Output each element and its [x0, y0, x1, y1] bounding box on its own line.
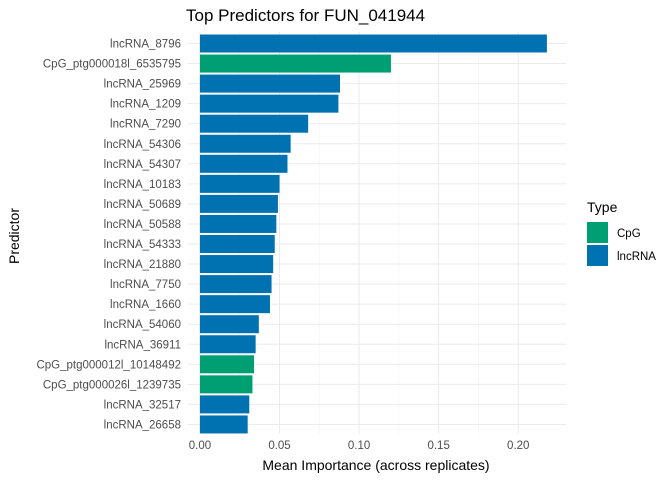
bar: [199, 94, 339, 113]
y-tick-label: lncRNA_21880: [104, 259, 181, 271]
bar: [199, 355, 255, 374]
x-tick-label: 0.00: [189, 440, 211, 452]
legend-label: lncRNA: [617, 251, 656, 263]
y-tick-label: lncRNA_7750: [110, 279, 181, 291]
y-tick-label: CpG_ptg000018l_6535795: [43, 59, 181, 71]
legend-label: CpG: [617, 228, 641, 240]
x-tick-label: 0.10: [348, 440, 370, 452]
y-tick-label: lncRNA_25969: [104, 79, 181, 91]
bar: [199, 295, 270, 314]
y-tick-label: lncRNA_50689: [104, 199, 181, 211]
bar: [199, 214, 277, 233]
bar: [199, 34, 547, 53]
y-tick-labels: lncRNA_8796 CpG_ptg000018l_6535795 lncRNA_…: [36, 39, 181, 432]
bar: [199, 114, 309, 133]
legend-key: [587, 222, 608, 243]
x-tick-label: 0.15: [427, 440, 449, 452]
bar: [199, 154, 288, 173]
bars: [199, 34, 547, 434]
legend-items: CpG lncRNA: [587, 222, 656, 266]
bar: [199, 174, 280, 193]
bar: [199, 275, 272, 294]
y-tick-label: lncRNA_10183: [104, 179, 181, 191]
y-tick-label: lncRNA_1660: [110, 299, 181, 311]
chart-title: Top Predictors for FUN_041944: [186, 6, 425, 25]
y-tick-label: CpG_ptg000026l_1239735: [43, 379, 181, 391]
bar: [199, 315, 259, 334]
y-tick-label: lncRNA_8796: [110, 39, 181, 51]
y-tick-label: lncRNA_54306: [104, 139, 181, 151]
bar: [199, 74, 340, 93]
y-tick-label: lncRNA_50588: [104, 219, 181, 231]
y-tick-label: lncRNA_54333: [104, 239, 181, 251]
y-tick-label: lncRNA_26658: [104, 419, 181, 431]
y-tick-label: CpG_ptg000012l_10148492: [36, 359, 181, 371]
y-tick-label: lncRNA_54307: [104, 159, 181, 171]
bar: [199, 255, 274, 274]
bar: [199, 54, 391, 73]
bar: [199, 415, 248, 434]
y-axis-title: Predictor: [6, 208, 22, 264]
bar: [199, 375, 253, 394]
legend: Type CpG lncRNA: [587, 199, 656, 266]
bar: [199, 194, 278, 213]
y-tick-label: lncRNA_1209: [110, 99, 181, 111]
y-tick-label: lncRNA_7290: [110, 119, 181, 131]
bar: [199, 395, 250, 414]
y-tick-label: lncRNA_36911: [104, 339, 181, 351]
legend-key: [587, 245, 608, 266]
y-tick-label: lncRNA_32517: [104, 399, 181, 411]
bar: [199, 335, 256, 354]
bar: [199, 235, 275, 253]
y-tick-label: lncRNA_54060: [104, 319, 181, 331]
bar: [199, 134, 291, 153]
x-axis-title: Mean Importance (across replicates): [262, 457, 489, 473]
legend-title: Type: [587, 199, 618, 215]
x-tick-label: 0.05: [268, 440, 290, 452]
x-tick-labels: 0.00 0.05 0.10 0.15 0.20: [189, 440, 530, 452]
x-tick-label: 0.20: [507, 440, 529, 452]
